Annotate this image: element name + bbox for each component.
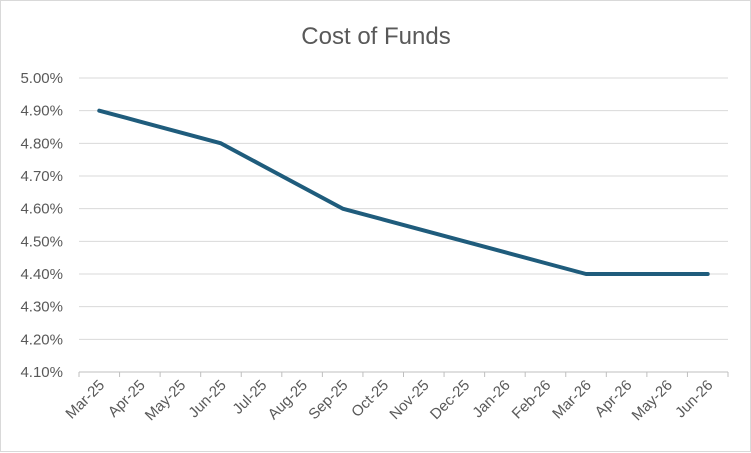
x-tick-label: Mar-26: [549, 377, 595, 423]
x-tick-label: May-25: [142, 377, 189, 424]
y-tick-label: 4.30%: [20, 299, 63, 316]
x-tick-label: Aug-25: [265, 377, 311, 423]
x-tick-label: Jun-25: [185, 377, 229, 421]
y-tick-label: 4.70%: [20, 168, 63, 185]
x-tick-label: Dec-25: [427, 377, 473, 423]
y-tick-label: 4.10%: [20, 364, 63, 381]
x-tick-label: Jan-26: [469, 377, 513, 421]
y-tick-label: 4.50%: [20, 233, 63, 250]
axes: [78, 371, 729, 377]
y-tick-label: 4.40%: [20, 266, 63, 283]
x-tick-label: Oct-25: [348, 377, 392, 421]
gridlines: [79, 77, 728, 340]
series-layer: [97, 108, 710, 276]
x-tick-label: Mar-25: [62, 377, 108, 423]
series-line: [97, 108, 710, 276]
y-tick-label: 4.20%: [20, 331, 63, 348]
x-tick-label: Nov-25: [386, 377, 432, 423]
y-tick-label: 4.60%: [20, 201, 63, 218]
x-tick-label: Jun-26: [672, 377, 716, 421]
x-tick-label: Apr-25: [105, 377, 149, 421]
y-tick-label: 4.80%: [20, 135, 63, 152]
x-tick-label: Apr-26: [592, 377, 636, 421]
x-tick-label: Feb-26: [509, 377, 555, 423]
chart-title: Cost of Funds: [301, 23, 450, 50]
x-tick-label: Sep-25: [305, 377, 351, 423]
y-tick-label: 4.90%: [20, 103, 63, 120]
x-tick-label: May-26: [629, 377, 676, 424]
y-tick-label: 5.00%: [20, 70, 63, 87]
y-axis-tick-labels: 4.10% 4.20% 4.30% 4.40% 4.50% 4.60% 4.70% 4.80%…: [20, 70, 63, 381]
